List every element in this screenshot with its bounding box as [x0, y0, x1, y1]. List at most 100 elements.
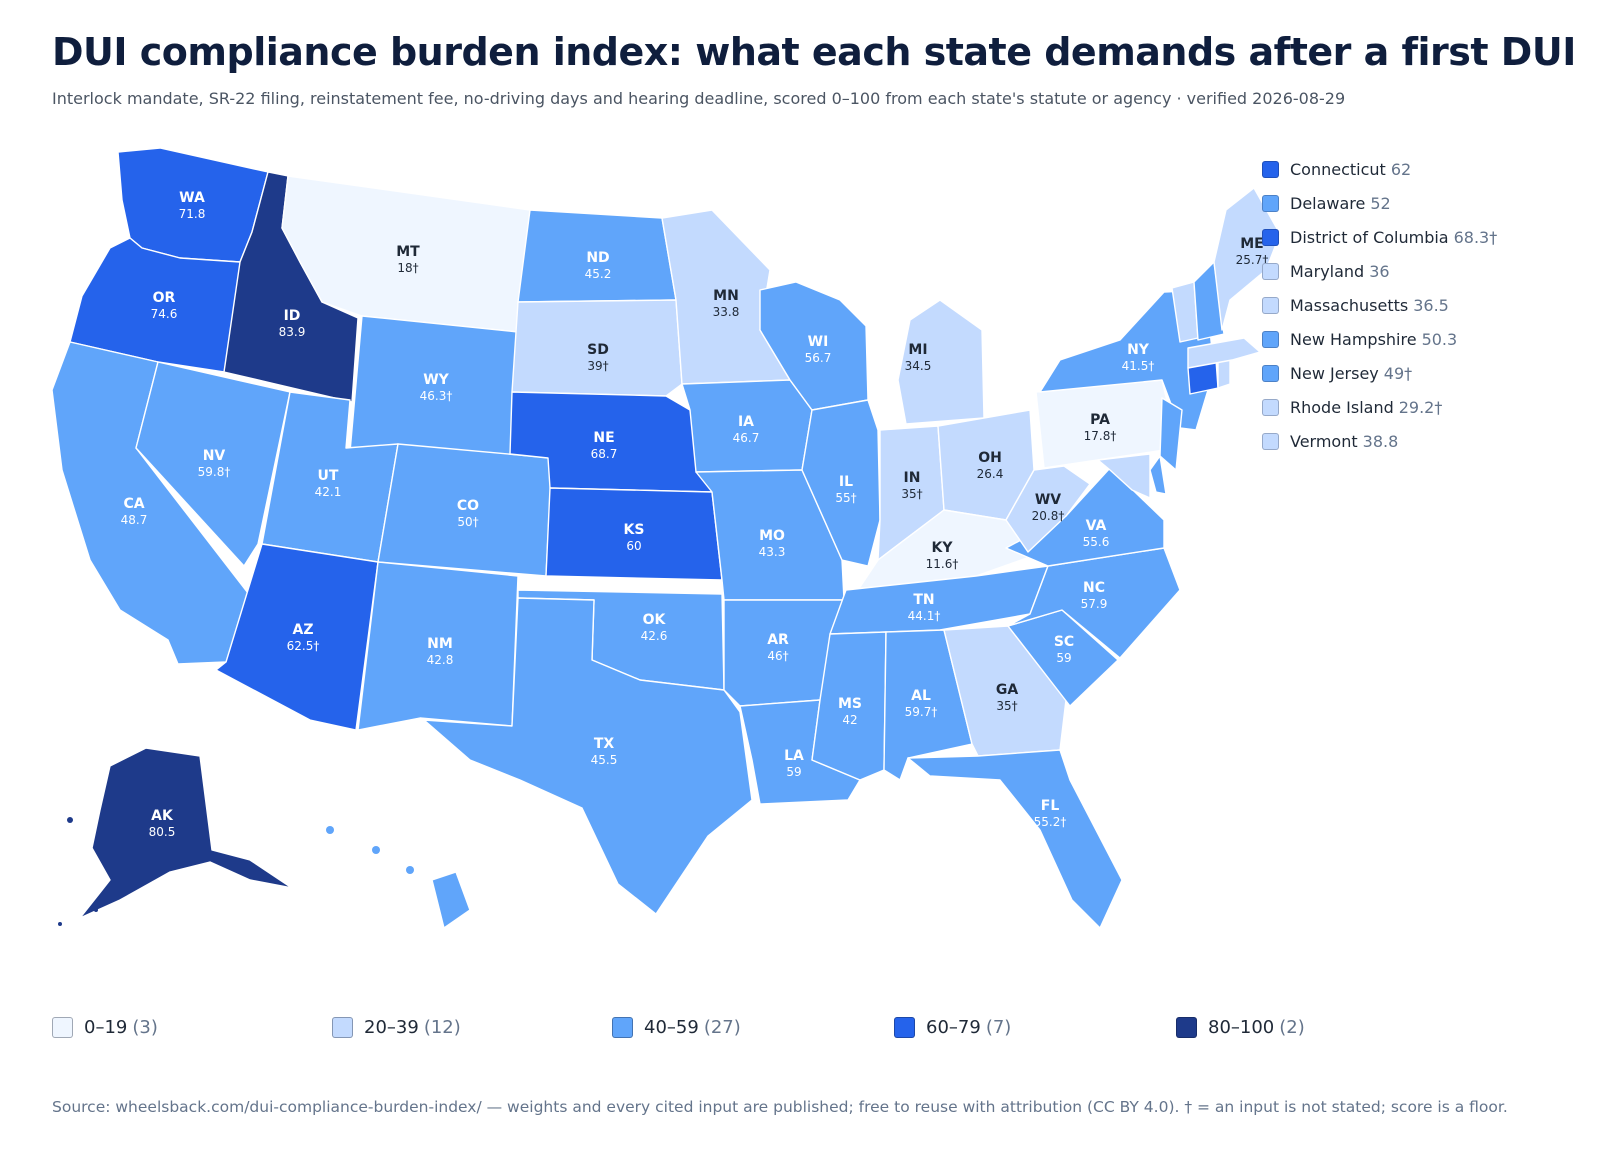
state-sd[interactable] [511, 299, 683, 397]
state-label-nm: NM [427, 636, 453, 652]
state-nm[interactable] [357, 561, 519, 731]
state-score-la: 59 [786, 765, 801, 779]
bin-label: 20–39 [364, 1017, 419, 1038]
state-legend-item: Connecticut 62 [1262, 152, 1497, 186]
state-label-in: IN [904, 470, 921, 486]
state-label-mi: MI [908, 342, 927, 358]
state-nj[interactable] [1159, 397, 1183, 471]
island-mark [326, 826, 334, 834]
state-score-or: 74.6 [151, 307, 178, 321]
state-score-ny: 41.5† [1122, 359, 1155, 373]
island-mark [406, 866, 414, 874]
state-legend-item: Delaware 52 [1262, 186, 1497, 220]
legend-swatch [1262, 296, 1279, 314]
state-score-ks: 60 [626, 539, 641, 553]
bin-legend-item: 0–19 (3) [52, 1017, 158, 1038]
state-label-mn: MN [713, 288, 739, 304]
state-legend-item: District of Columbia 68.3† [1262, 220, 1497, 254]
state-score-oh: 26.4 [977, 467, 1004, 481]
state-wv[interactable] [1005, 465, 1091, 553]
bin-count: (3) [132, 1017, 158, 1038]
state-label-al: AL [911, 688, 931, 704]
state-fl[interactable] [907, 749, 1123, 929]
state-label-sd: SD [587, 342, 609, 358]
state-label-co: CO [457, 498, 479, 514]
state-score-mo: 43.3 [759, 545, 786, 559]
legend-swatch [1262, 262, 1279, 280]
state-tx[interactable] [423, 597, 753, 915]
state-score-pa: 17.8† [1084, 429, 1117, 443]
state-score-mi: 34.5 [905, 359, 932, 373]
state-legend-name: Maryland [1290, 261, 1365, 281]
state-me[interactable] [1213, 187, 1281, 331]
state-label-wi: WI [808, 334, 829, 350]
bin-count: (2) [1279, 1017, 1305, 1038]
state-score-wa: 71.8 [179, 207, 206, 221]
state-nv[interactable] [135, 361, 291, 567]
state-label-nc: NC [1083, 580, 1105, 596]
state-score-wv: 20.8† [1032, 509, 1065, 523]
bin-swatch [894, 1017, 915, 1038]
state-score-nv: 59.8† [198, 465, 231, 479]
state-score-wi: 56.7 [805, 351, 832, 365]
state-label-sc: SC [1054, 634, 1074, 650]
state-legend-name: New Jersey [1290, 363, 1379, 383]
state-label-or: OR [153, 290, 176, 306]
state-legend-value: 29.2† [1398, 397, 1443, 417]
bin-legend-item: 20–39 (12) [332, 1017, 461, 1038]
bin-count: (27) [703, 1017, 741, 1038]
state-score-ne: 68.7 [591, 447, 618, 461]
state-score-mt: 18† [397, 261, 418, 275]
state-score-ca: 48.7 [121, 513, 148, 527]
legend-swatch [1262, 228, 1279, 246]
state-label-pa: PA [1090, 412, 1110, 428]
map-title: DUI compliance burden index: what each s… [52, 30, 1576, 74]
bin-swatch [612, 1017, 633, 1038]
state-label-ks: KS [624, 522, 645, 538]
state-legend-name: Massachusetts [1290, 295, 1409, 315]
state-label-id: ID [284, 308, 301, 324]
state-de[interactable] [1149, 455, 1167, 495]
state-score-ky: 11.6† [926, 557, 959, 571]
state-score-ar: 46† [767, 649, 788, 663]
bin-legend-item: 80–100 (2) [1176, 1017, 1305, 1038]
state-label-ga: GA [996, 682, 1018, 698]
state-label-nv: NV [203, 448, 226, 464]
state-label-ms: MS [838, 696, 862, 712]
state-score-ak: 80.5 [149, 825, 176, 839]
legend-swatch [1262, 398, 1279, 416]
state-score-fl: 55.2† [1034, 815, 1067, 829]
state-legend-value: 36 [1369, 261, 1390, 281]
state-label-wy: WY [423, 372, 449, 388]
state-label-ak: AK [151, 808, 174, 824]
state-label-ar: AR [767, 632, 789, 648]
state-label-va: VA [1086, 518, 1107, 534]
bin-label: 60–79 [926, 1017, 981, 1038]
state-label-mt: MT [396, 244, 420, 260]
legend-swatch [1262, 432, 1279, 450]
state-legend-value: 38.8 [1362, 431, 1399, 451]
state-il[interactable] [801, 399, 881, 567]
state-legend-value: 68.3† [1453, 227, 1498, 247]
bin-legend-item: 40–59 (27) [612, 1017, 741, 1038]
state-label-ut: UT [318, 468, 339, 484]
state-hi[interactable] [431, 871, 471, 929]
state-ny[interactable] [1039, 289, 1215, 431]
bin-label: 80–100 [1208, 1017, 1275, 1038]
state-score-az: 62.5† [287, 639, 320, 653]
state-score-tx: 45.5 [591, 753, 618, 767]
state-score-il: 55† [835, 491, 856, 505]
state-md[interactable] [1097, 453, 1151, 499]
state-score-tn: 44.1† [908, 609, 941, 623]
state-label-oh: OH [978, 450, 1002, 466]
state-score-wy: 46.3† [420, 389, 453, 403]
state-score-me: 25.7† [1236, 253, 1269, 267]
state-label-nd: ND [586, 250, 609, 266]
state-label-ny: NY [1127, 342, 1150, 358]
state-ak[interactable] [79, 747, 293, 919]
bin-swatch [1176, 1017, 1197, 1038]
state-ma[interactable] [1187, 337, 1261, 369]
state-score-mn: 33.8 [713, 305, 740, 319]
state-legend-name: New Hampshire [1290, 329, 1417, 349]
